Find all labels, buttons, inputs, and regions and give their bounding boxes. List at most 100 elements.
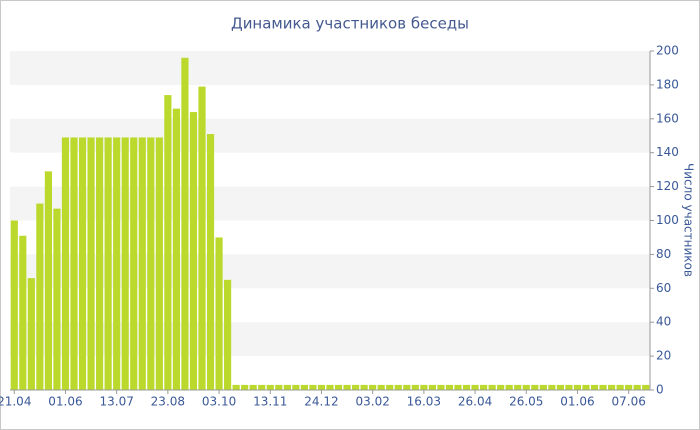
y-tick-label: 200	[656, 44, 679, 58]
bar	[53, 208, 61, 390]
bar	[266, 384, 274, 390]
bar	[224, 279, 232, 390]
bar	[232, 384, 240, 390]
bar	[215, 237, 223, 390]
bar	[206, 134, 215, 390]
bar	[531, 384, 539, 390]
bar	[19, 235, 27, 390]
bar	[44, 171, 52, 390]
y-tick-label: 20	[656, 349, 671, 363]
bar	[608, 384, 616, 390]
bar	[454, 384, 462, 390]
bar	[326, 384, 334, 390]
y-tick-label: 160	[656, 111, 679, 125]
bar	[317, 384, 326, 390]
bar	[394, 384, 402, 390]
bar	[616, 384, 624, 390]
bar	[522, 384, 530, 390]
bar	[147, 137, 155, 390]
bar	[258, 384, 266, 390]
bar	[189, 112, 198, 391]
bar	[505, 384, 513, 390]
bar	[488, 384, 496, 390]
bar	[164, 95, 172, 390]
bar	[633, 384, 641, 390]
bar	[471, 384, 479, 390]
bar	[556, 384, 564, 390]
bar	[445, 384, 454, 390]
y-tick-label: 140	[656, 145, 679, 159]
bar	[497, 384, 505, 390]
x-tick-label: 26.05	[509, 395, 543, 409]
bar	[539, 384, 547, 390]
bar	[104, 137, 112, 390]
bar	[420, 384, 428, 390]
x-tick-label: 24.12	[304, 395, 338, 409]
y-tick-label: 40	[656, 315, 671, 329]
y-tick-label: 100	[656, 213, 679, 227]
bar	[343, 384, 351, 390]
bar	[334, 384, 343, 390]
bar	[155, 137, 163, 390]
bar	[411, 384, 419, 390]
y-axis-label: Число участников	[682, 163, 696, 277]
y-tick-label: 180	[656, 77, 679, 91]
bar	[625, 384, 633, 390]
bar	[386, 384, 394, 390]
bar	[403, 384, 411, 390]
x-tick-label: 21.04	[0, 395, 31, 409]
chart-title: Динамика участников беседы	[231, 15, 469, 33]
bar	[369, 384, 377, 390]
bar	[172, 108, 180, 390]
x-tick-label: 23.08	[151, 395, 185, 409]
x-tick-label: 13.11	[253, 395, 287, 409]
bar	[548, 384, 556, 390]
y-tick-label: 80	[656, 247, 671, 261]
bar	[352, 384, 360, 390]
bar	[198, 86, 206, 390]
bar	[78, 137, 87, 390]
bar	[565, 384, 573, 390]
x-tick-label: 13.07	[99, 395, 133, 409]
bar	[27, 278, 35, 390]
bar	[573, 384, 582, 390]
bar	[437, 384, 445, 390]
grid-band	[10, 51, 650, 85]
bar	[300, 384, 308, 390]
bar	[70, 137, 78, 390]
x-tick-label: 07.06	[611, 395, 645, 409]
bar	[61, 137, 70, 390]
bar	[113, 137, 121, 390]
bar	[599, 384, 607, 390]
bar	[275, 384, 283, 390]
bar	[514, 384, 522, 390]
x-tick-label: 16.03	[407, 395, 441, 409]
bar	[642, 384, 650, 390]
bar	[283, 384, 291, 390]
bar	[582, 384, 590, 390]
bar	[590, 384, 599, 390]
x-tick-label: 01.06	[48, 395, 82, 409]
bar	[138, 137, 146, 390]
y-tick-label: 120	[656, 179, 679, 193]
x-tick-label: 26.04	[458, 395, 492, 409]
bar	[480, 384, 488, 390]
x-tick-label: 03.10	[202, 395, 236, 409]
bar	[181, 57, 189, 390]
y-tick-label: 60	[656, 281, 671, 295]
bar	[292, 384, 300, 390]
bar	[249, 384, 257, 390]
bar	[130, 137, 138, 390]
y-tick-label: 0	[656, 383, 664, 397]
bar	[87, 137, 95, 390]
bar	[36, 203, 44, 390]
bar	[121, 137, 129, 390]
bar	[309, 384, 317, 390]
bar	[96, 137, 104, 390]
x-tick-label: 03.02	[355, 395, 389, 409]
bar	[10, 220, 18, 390]
bar	[377, 384, 385, 390]
bar	[241, 384, 249, 390]
bar	[428, 384, 436, 390]
